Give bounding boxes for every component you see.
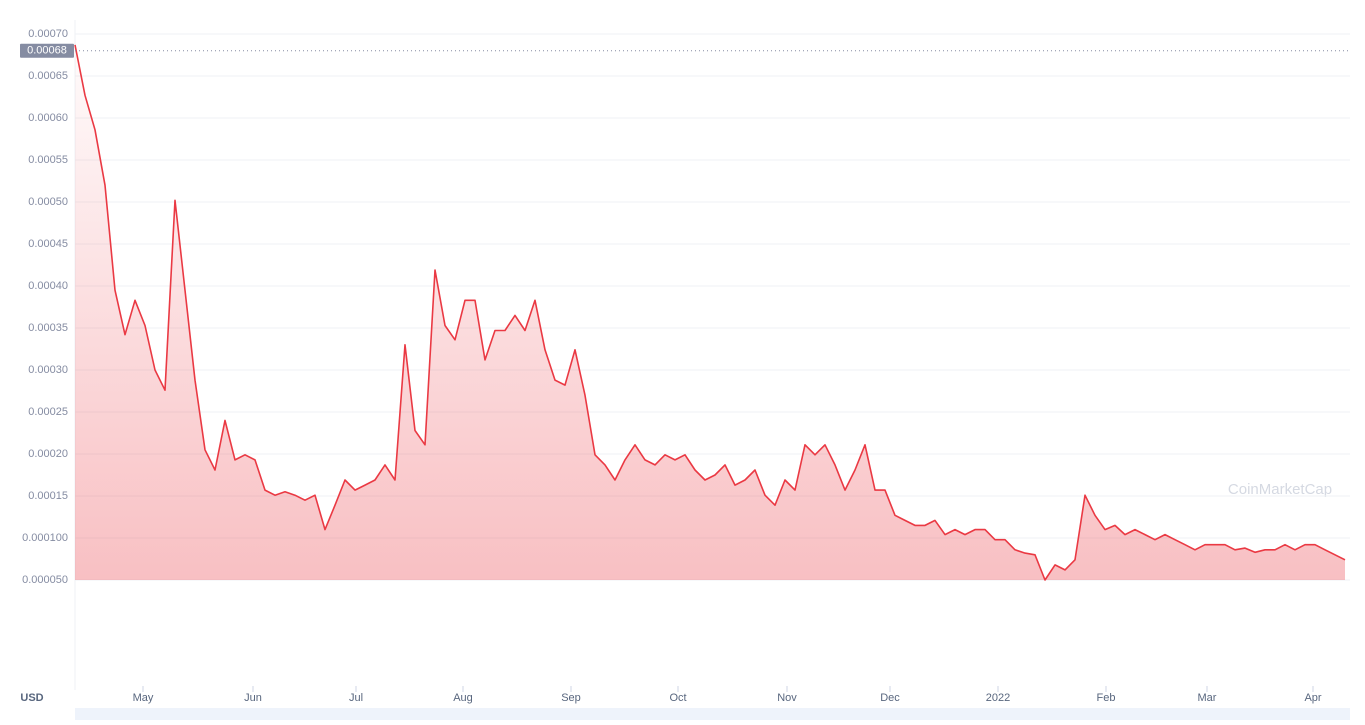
current-price-box xyxy=(20,43,74,58)
x-tick-label: Apr xyxy=(1304,692,1321,704)
y-tick-label: 0.00040 xyxy=(28,280,68,292)
range-slider[interactable] xyxy=(75,708,1350,720)
y-tick-label: 0.00030 xyxy=(28,364,68,376)
y-tick-label: 0.00065 xyxy=(28,70,68,82)
x-tick-label: Jul xyxy=(349,692,363,704)
y-tick-label: 0.00015 xyxy=(28,490,68,502)
y-tick-label: 0.00070 xyxy=(28,28,68,40)
y-tick-label: 0.00045 xyxy=(28,238,68,250)
price-line xyxy=(74,44,1346,581)
currency-label: USD xyxy=(20,692,43,704)
area-fill xyxy=(75,44,1345,580)
x-tick-label: May xyxy=(133,692,154,704)
y-tick-label: 0.00020 xyxy=(28,448,68,460)
current-price-label: 0.00068 xyxy=(27,45,67,57)
y-tick-label: 0.00035 xyxy=(28,322,68,334)
x-tick-label: Aug xyxy=(453,692,473,704)
y-tick-label: 0.000050 xyxy=(22,574,68,586)
x-tick-label: Dec xyxy=(880,692,900,704)
y-tick-label: 0.00050 xyxy=(28,196,68,208)
watermark: CoinMarketCap xyxy=(1228,481,1332,498)
x-tick-label: Nov xyxy=(777,692,797,704)
x-tick-label: Jun xyxy=(244,692,262,704)
x-tick-label: 2022 xyxy=(986,692,1010,704)
x-tick-label: Oct xyxy=(669,692,686,704)
x-tick-label: Sep xyxy=(561,692,581,704)
y-tick-label: 0.00025 xyxy=(28,406,68,418)
y-tick-label: 0.000100 xyxy=(22,532,68,544)
x-tick-label: Mar xyxy=(1198,692,1217,704)
y-tick-label: 0.00060 xyxy=(28,112,68,124)
x-tick-label: Feb xyxy=(1097,692,1116,704)
y-tick-label: 0.00055 xyxy=(28,154,68,166)
